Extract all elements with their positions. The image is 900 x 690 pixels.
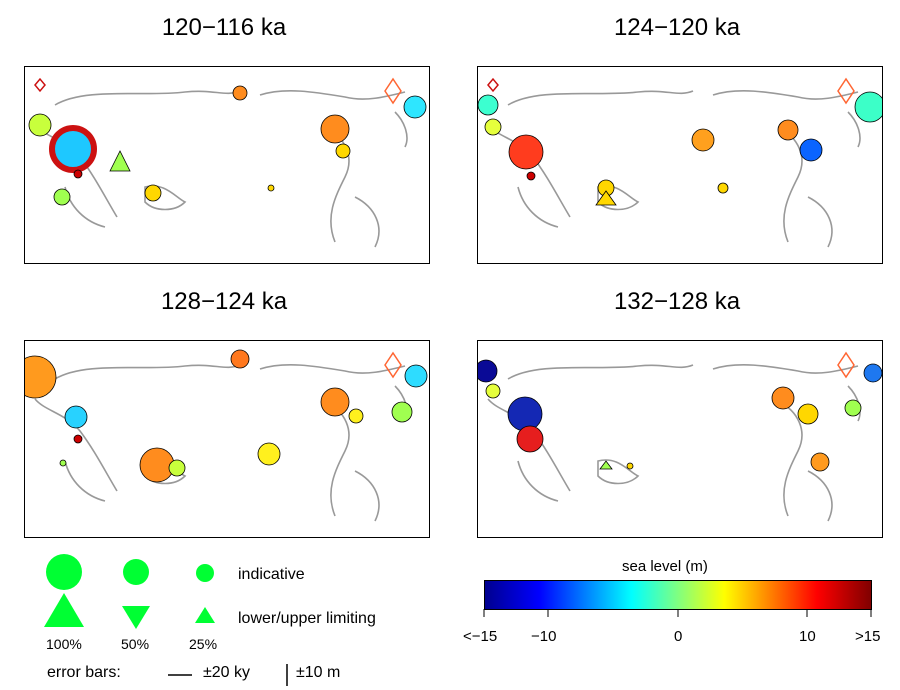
- map-panel-132-128: [477, 340, 883, 538]
- site-marker: [478, 359, 498, 383]
- site-marker: [403, 95, 427, 119]
- limiting-25-marker: [195, 607, 215, 623]
- site-marker: [404, 364, 428, 388]
- limiting-marker: [109, 150, 131, 172]
- markers: [478, 351, 882, 472]
- map-panel-120-116: [24, 66, 430, 264]
- pct-25-label: 25%: [189, 636, 218, 652]
- site-marker: [526, 171, 536, 181]
- site-marker: [73, 434, 83, 444]
- site-marker: [797, 403, 819, 425]
- panel-title-124-120: 124−120 ka: [613, 14, 741, 41]
- site-marker: [25, 355, 57, 399]
- site-marker: [626, 462, 634, 470]
- site-marker: [320, 114, 350, 144]
- site-marker: [232, 85, 248, 101]
- error-bars-label: error bars:: [47, 664, 121, 681]
- map-128-124-svg: [25, 349, 428, 522]
- site-marker: [485, 383, 501, 399]
- site-marker: [144, 184, 162, 202]
- site-marker: [320, 387, 350, 417]
- panel-title-128-124: 128−124 ka: [160, 288, 288, 315]
- site-marker: [28, 113, 52, 137]
- indicative-100-marker: [46, 554, 82, 590]
- colorbar-ticks: [483, 609, 872, 617]
- colorbar-tick-neg10: −10: [531, 628, 557, 645]
- limiting-marker: [384, 77, 402, 105]
- limiting-marker: [837, 77, 855, 105]
- limiting-marker: [837, 351, 855, 379]
- size-legend-shapes: [44, 554, 215, 629]
- site-marker: [478, 94, 499, 116]
- error-bar-level-icon: [286, 664, 288, 686]
- site-marker: [863, 363, 882, 383]
- panel-title-132-128: 132−128 ka: [613, 288, 741, 315]
- limiting-marker: [595, 190, 617, 206]
- site-marker: [168, 459, 186, 477]
- site-marker: [507, 396, 543, 432]
- map-panel-124-120: [477, 66, 883, 264]
- site-marker: [691, 128, 715, 152]
- site-marker: [516, 425, 544, 453]
- site-marker: [484, 118, 502, 136]
- site-marker: [348, 408, 364, 424]
- site-marker: [717, 182, 729, 194]
- colorbar-tick-10: 10: [799, 628, 816, 645]
- error-bar-time-icon: [168, 674, 192, 676]
- limiting-100-marker: [44, 593, 84, 627]
- error-time-label: ±20 ky: [203, 664, 251, 681]
- limiting-label: lower/upper limiting: [238, 610, 376, 627]
- indicative-50-marker: [123, 559, 149, 585]
- error-level-label: ±10 m: [296, 664, 341, 681]
- site-marker: [844, 399, 862, 417]
- site-marker: [139, 447, 175, 483]
- colorbar-tick-0: 0: [674, 628, 683, 645]
- limiting-50-marker: [122, 606, 150, 629]
- map-120-116-svg: [28, 77, 427, 248]
- site-marker: [854, 91, 882, 123]
- markers: [28, 77, 427, 206]
- coastline: [487, 364, 861, 522]
- site-marker: [335, 143, 351, 159]
- pct-50-label: 50%: [121, 636, 150, 652]
- pct-100-label: 100%: [46, 636, 82, 652]
- site-marker: [777, 119, 799, 141]
- map-panel-128-124: [24, 340, 430, 538]
- limiting-marker: [487, 77, 499, 93]
- markers: [25, 349, 428, 483]
- markers: [478, 77, 882, 206]
- limiting-marker: [384, 351, 402, 379]
- indicative-label: indicative: [238, 566, 305, 583]
- colorbar: [484, 580, 872, 610]
- coastline: [34, 364, 408, 522]
- map-132-128-svg: [478, 351, 882, 522]
- site-marker: [799, 138, 823, 162]
- site-marker: [53, 188, 71, 206]
- limiting-marker: [34, 77, 46, 93]
- site-marker: [267, 184, 275, 192]
- site-marker: [257, 442, 281, 466]
- colorbar-title: sea level (m): [622, 558, 708, 575]
- site-marker: [64, 405, 88, 429]
- site-marker: [508, 134, 544, 170]
- site-marker: [810, 452, 830, 472]
- panel-title-120-116: 120−116 ka: [161, 14, 287, 41]
- colorbar-tick-max: >15: [855, 628, 881, 645]
- site-marker: [59, 459, 67, 467]
- site-marker: [391, 401, 413, 423]
- coastline: [487, 90, 861, 248]
- site-marker: [49, 125, 97, 173]
- site-marker: [771, 386, 795, 410]
- site-marker: [73, 169, 83, 179]
- site-marker: [230, 349, 250, 369]
- indicative-25-marker: [196, 564, 214, 582]
- colorbar-tick-min: <−15: [463, 628, 498, 645]
- map-124-120-svg: [478, 77, 882, 248]
- coastline: [34, 90, 408, 248]
- limiting-marker: [599, 460, 613, 470]
